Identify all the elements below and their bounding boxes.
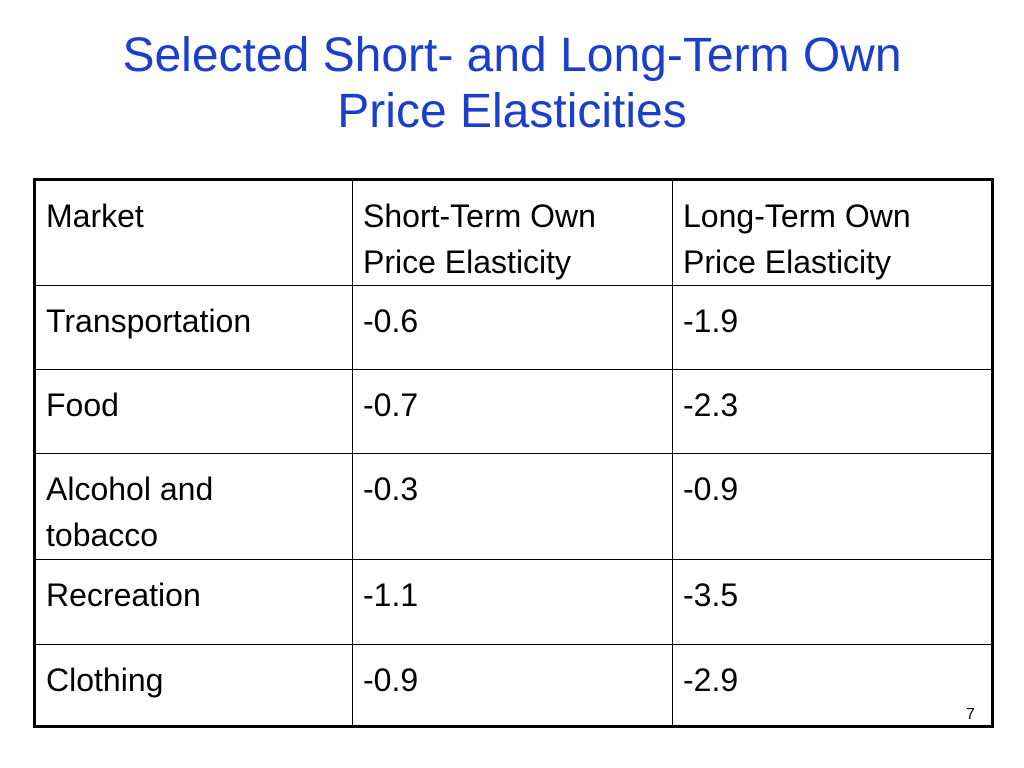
short-term-cell: -0.6: [352, 285, 673, 370]
long-term-cell: -3.5: [672, 559, 993, 645]
table-row: Transportation -0.6 -1.9: [34, 285, 993, 370]
table-header-row: Market Short-Term Own Price Elasticity L…: [34, 179, 993, 286]
table-row: Food -0.7 -2.3: [34, 369, 993, 454]
long-term-cell: -1.9: [672, 285, 993, 370]
table-row: Recreation -1.1 -3.5: [34, 559, 993, 645]
market-cell: Clothing: [34, 644, 353, 727]
header-short-term: Short-Term Own Price Elasticity: [352, 179, 673, 286]
slide-title: Selected Short- and Long-Term Own Price …: [0, 28, 1024, 140]
header-long-term: Long-Term Own Price Elasticity: [672, 179, 993, 286]
market-cell: Alcohol and tobacco: [34, 453, 353, 560]
market-cell: Transportation: [34, 285, 353, 370]
market-cell: Food: [34, 369, 353, 454]
long-term-cell: -2.3: [672, 369, 993, 454]
short-term-cell: -0.3: [352, 453, 673, 560]
slide-title-line-2: Price Elasticities: [337, 85, 687, 138]
long-term-cell: -0.9: [672, 453, 993, 560]
short-term-cell: -1.1: [352, 559, 673, 645]
table-row: Clothing -0.9 -2.9: [34, 644, 993, 727]
table-row: Alcohol and tobacco -0.3 -0.9: [34, 453, 993, 560]
short-term-cell: -0.9: [352, 644, 673, 727]
market-cell: Recreation: [34, 559, 353, 645]
short-term-cell: -0.7: [352, 369, 673, 454]
slide-title-line-1: Selected Short- and Long-Term Own: [122, 29, 902, 82]
header-market: Market: [34, 179, 353, 286]
long-term-cell: -2.9: [672, 644, 993, 727]
elasticity-table: Market Short-Term Own Price Elasticity L…: [33, 178, 994, 728]
page-number: 7: [966, 706, 975, 723]
